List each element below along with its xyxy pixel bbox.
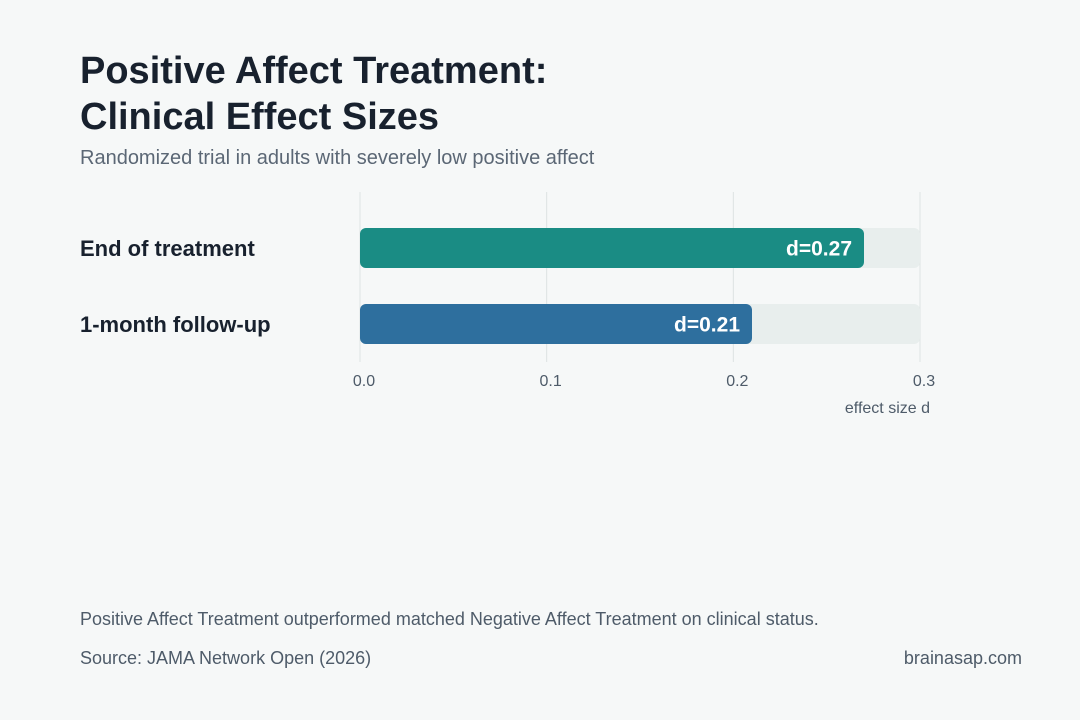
chart-title-line-1: Positive Affect Treatment: <box>80 50 548 92</box>
category-label-1: 1-month follow-up <box>80 312 271 337</box>
footnote: Positive Affect Treatment outperformed m… <box>80 609 819 629</box>
x-tick-label-3: 0.3 <box>913 373 935 390</box>
data-label-0: d=0.27 <box>786 238 852 261</box>
chart-title: Positive Affect Treatment: Clinical Effe… <box>80 48 980 140</box>
x-tick-label-2: 0.2 <box>726 373 748 390</box>
x-tick-label-1: 0.1 <box>540 373 562 390</box>
brand-link[interactable]: brainasap.com <box>903 648 1022 668</box>
chart-subtitle: Randomized trial in adults with severely… <box>80 147 595 169</box>
x-axis-label: effect size d <box>845 400 930 417</box>
category-label-0: End of treatment <box>80 236 255 261</box>
bar-0 <box>360 228 864 268</box>
x-tick-label-0: 0.0 <box>353 373 375 390</box>
data-label-1: d=0.21 <box>674 314 740 337</box>
chart-title-line-2: Clinical Effect Sizes <box>80 96 440 138</box>
bar-1 <box>360 304 752 344</box>
source-credit: Source: JAMA Network Open (2026) <box>80 648 372 668</box>
